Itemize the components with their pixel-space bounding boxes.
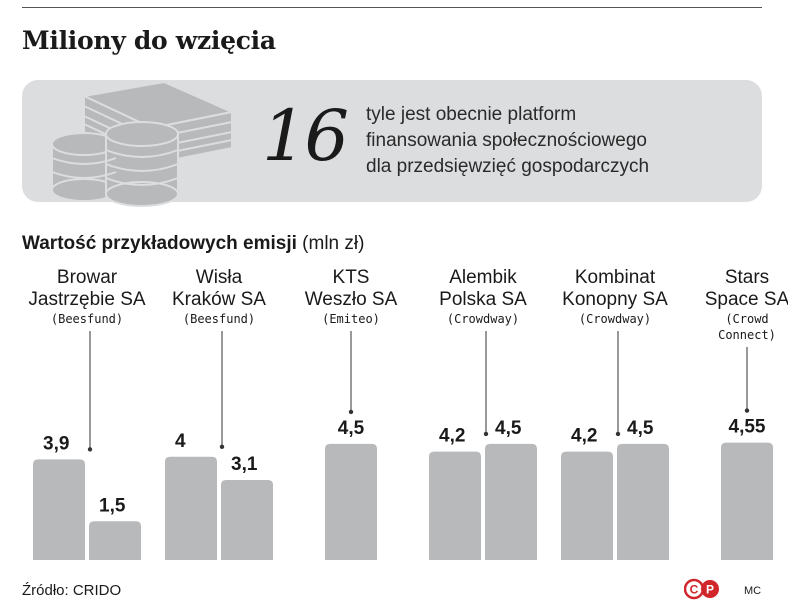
category-platform: Connect) <box>718 328 776 342</box>
banner-text-line: finansowania społecznościowego <box>366 130 647 151</box>
category-name-line: Browar <box>56 267 118 288</box>
leader-dot <box>348 409 354 415</box>
svg-text:C: C <box>690 583 699 597</box>
data-label: 3,9 <box>43 433 69 454</box>
category-label: Kombinat Konopny SA (Crowdway) <box>550 267 680 327</box>
category-name-line: Konopny SA <box>562 289 668 310</box>
money-stack-icon <box>51 80 236 207</box>
category-label: Wisła Kraków SA (Beesfund) <box>154 267 284 327</box>
bar <box>165 456 217 560</box>
bar <box>617 443 669 560</box>
data-label: 1,5 <box>99 495 126 516</box>
data-label: 4,5 <box>627 418 654 439</box>
category-platform: (Crowdway) <box>446 312 520 326</box>
category-name-line: Weszło SA <box>304 289 398 310</box>
category-label: Alembik Polska SA (Crowdway) <box>418 267 548 327</box>
category-platform: (Crowdway) <box>578 312 652 326</box>
category-label: Browar Jastrzębie SA (Beesfund) <box>22 267 152 327</box>
banner-text-line: dla przedsięwzięć gospodarczych <box>366 156 650 177</box>
bar <box>561 451 613 560</box>
category-name-line: Alembik <box>449 267 517 288</box>
leader-dot <box>483 431 489 437</box>
category-name-line: Space SA <box>704 289 788 310</box>
platform-count: 16 <box>262 95 349 177</box>
bar <box>429 451 481 560</box>
top-rule <box>22 7 762 8</box>
category-name-line: Polska SA <box>439 289 527 310</box>
data-label: 4,2 <box>439 426 465 447</box>
leader-dot <box>219 444 225 449</box>
category-platform: (Emiteo) <box>322 312 380 326</box>
category-name-line: KTS <box>332 267 370 288</box>
leader-dot <box>744 408 750 413</box>
bar <box>89 521 141 560</box>
data-label: 4,55 <box>729 417 766 438</box>
page-title: Miliony do wzięcia <box>22 26 276 55</box>
category-platform: (Beesfund) <box>50 312 124 326</box>
data-label: 4,5 <box>495 418 522 439</box>
bar <box>33 459 85 560</box>
author-initials: MC <box>744 585 762 597</box>
banner-text: tyle jest obecnie platform finansowania … <box>366 102 746 180</box>
category-label: KTS Weszło SA (Emiteo) <box>286 267 416 327</box>
data-label: 4 <box>175 431 186 452</box>
category-name-line: Jastrzębie SA <box>28 289 146 310</box>
banner-text-line: tyle jest obecnie platform <box>366 104 577 125</box>
data-label: 3,1 <box>231 454 258 475</box>
category-name-line: Wisła <box>195 267 243 288</box>
category-platform: (Crowd <box>725 312 769 326</box>
chart-subtitle-bold: Wartość przykładowych emisji <box>22 233 297 254</box>
bar <box>325 443 377 560</box>
category-name-line: Kombinat <box>574 267 656 288</box>
chart-subtitle: Wartość przykładowych emisji (mln zł) <box>22 233 364 255</box>
bar <box>721 442 773 560</box>
category-platform: (Beesfund) <box>182 312 256 326</box>
bar <box>485 443 537 560</box>
leader-dot <box>615 431 621 437</box>
data-label: 4,5 <box>338 418 365 439</box>
category-name-line: Kraków SA <box>172 289 266 310</box>
data-label: 4,2 <box>571 426 597 447</box>
bar <box>221 480 273 560</box>
leader-dot <box>87 447 93 452</box>
source-note: Źródło: CRIDO <box>22 582 122 599</box>
chart-unit: (mln zł) <box>302 233 365 254</box>
category-name-line: Stars <box>724 267 770 288</box>
svg-text:P: P <box>706 583 714 597</box>
publisher-logo: C P <box>684 578 719 600</box>
category-label: Stars Space SA (Crowd Connect) <box>682 267 788 343</box>
